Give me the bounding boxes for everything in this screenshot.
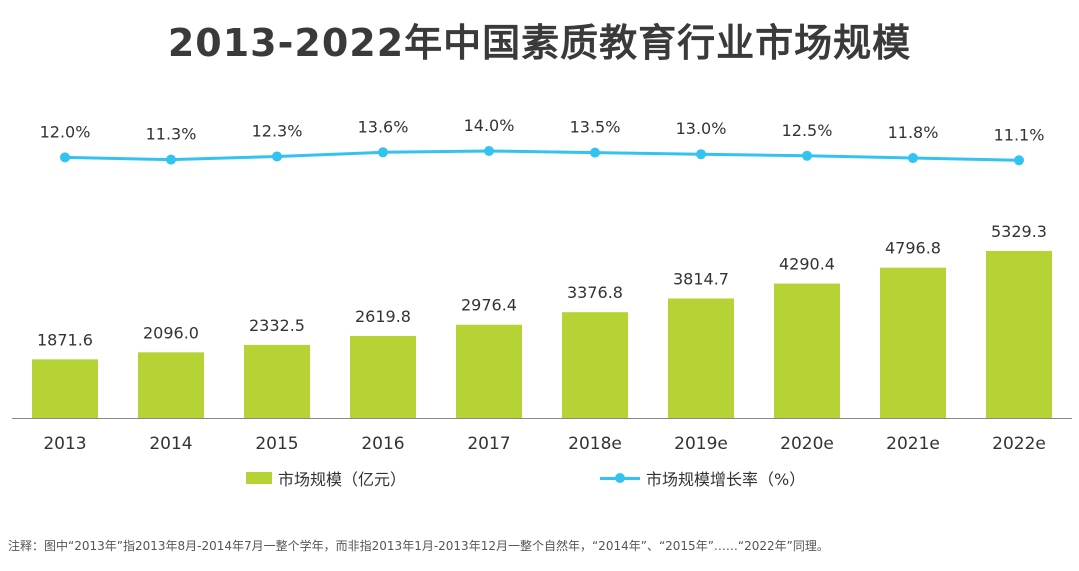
bar-label-2019e: 3814.7 [673,269,729,288]
x-tick-label-2015: 2015 [255,434,298,454]
bar-2013 [32,359,98,418]
growth-point-2017 [484,146,494,156]
growth-point-2020e [802,150,812,161]
x-tick-label-2014: 2014 [149,434,192,454]
x-tick-label-2018e: 2018e [568,434,622,454]
bar-label-2022e: 5329.3 [991,222,1047,241]
growth-label-2022e: 11.1% [994,125,1045,144]
bar-2021e [880,267,946,418]
x-tick-label-2017: 2017 [467,434,510,454]
chart: 1871.6 2096.0 2332.5 2619.8 2976.4 3376.8 3814… [12,116,1072,454]
legend-bar-swatch [246,472,272,484]
growth-label-2014: 11.3% [146,125,197,144]
growth-rate-line [64,149,1020,162]
growth-label-2013: 12.0% [40,122,91,141]
growth-point-2013 [60,152,70,163]
bar-2015 [244,344,310,418]
bar-label-2018e: 3376.8 [567,283,623,302]
legend-item-growth-rate: 市场规模增长率（%） [600,466,805,490]
legend-bar-label: 市场规模（亿元） [278,470,407,489]
x-tick-label-2013: 2013 [43,434,86,454]
growth-label-2021e: 11.8% [888,123,939,142]
growth-point-2018e [590,147,600,158]
bar-2014 [138,352,204,418]
growth-point-2014 [166,154,176,165]
growth-label-2018e: 13.5% [570,118,621,137]
x-tick-label-2019e: 2019e [674,434,728,454]
growth-point-2019e [696,149,706,160]
footnote: 注释：图中“2013年”指2013年8月-2014年7月一整个学年，而非指201… [8,539,829,553]
bar-2022e [986,251,1052,418]
bar-2020e [774,283,840,418]
x-tick-label-2020e: 2020e [780,434,834,454]
bar-label-2014: 2096.0 [143,323,199,342]
growth-point-2021e [908,153,918,164]
growth-label-2015: 12.3% [252,121,303,140]
chart-title: 2013-2022年中国素质教育行业市场规模 [167,21,912,65]
bar-2017 [456,324,522,418]
bar-label-2015: 2332.5 [249,316,305,335]
bar-2016 [350,335,416,418]
x-tick-label-2021e: 2021e [886,434,940,454]
x-tick-label-2022e: 2022e [992,434,1046,454]
growth-label-2020e: 12.5% [782,121,833,140]
bar-2018e [562,312,628,418]
growth-point-2016 [378,147,388,158]
bar-label-2013: 1871.6 [37,330,93,349]
legend-line-swatch [600,472,640,484]
bar-label-2020e: 4290.4 [779,255,835,274]
growth-label-2019e: 13.0% [676,119,727,138]
bar-label-2016: 2619.8 [355,307,411,326]
bar-2019e [668,298,734,418]
growth-point-2015 [272,151,282,162]
x-tick-label-2016: 2016 [361,434,404,454]
bar-label-2021e: 4796.8 [885,239,941,258]
growth-point-2022e [1014,155,1024,166]
legend-item-market-size: 市场规模（亿元） [246,466,406,490]
legend-line-label: 市场规模增长率（%） [646,470,806,489]
growth-label-2016: 13.6% [358,117,409,136]
growth-label-2017: 14.0% [464,116,515,135]
bar-label-2017: 2976.4 [461,296,517,315]
